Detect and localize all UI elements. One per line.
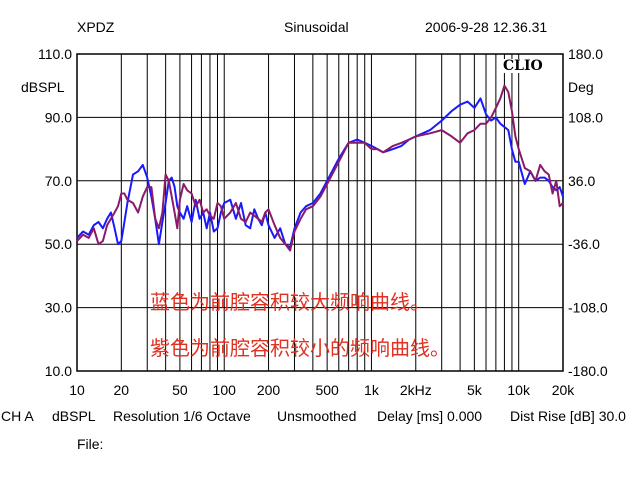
measurement-type-label: Sinusoidal [284,19,349,35]
y2-axis-unit-label: Deg [568,79,594,95]
y2-tick-label: 108.0 [568,109,603,125]
y-tick-label: 10.0 [45,363,72,379]
clio-logo: CLIO [502,58,544,74]
y2-tick-label: -108.0 [568,300,608,316]
x-tick-label: 20k [552,382,576,398]
series-line-purple [76,84,564,252]
x-tick-label: 10 [69,382,85,398]
smoothing-label: Unsmoothed [277,408,357,424]
x-tick-label: 1k [364,382,380,398]
x-tick-label: 10k [507,382,531,398]
file-label: File: [77,436,104,452]
x-tick-label: 50 [172,382,188,398]
y-tick-label: 30.0 [45,300,72,316]
series-line-blue [76,97,564,249]
y-tick-label: 90.0 [45,109,72,125]
x-tick-label: 500 [315,382,339,398]
dist-rise-label: Dist Rise [dB] 30.0 [510,408,626,424]
y2-tick-label: -36.0 [568,236,600,252]
chart-tick-labels: 10 20 50 100 200 500 1k 2kHz 5k 10k 20k 110.0 90.0 70… [38,46,608,398]
x-tick-label: 100 [213,382,237,398]
y2-tick-label: 36.0 [568,173,595,189]
annotation-blue-curve: 蓝色为前腔容积较大频响曲线。 [150,290,430,314]
x-tick-label: 2kHz [400,382,432,398]
units-label: dBSPL [52,408,96,424]
delay-label: Delay [ms] 0.000 [377,408,483,424]
y-axis-unit-label: dBSPL [21,79,65,95]
channel-label: CH A [1,408,34,424]
x-tick-label: 5k [467,382,483,398]
y-tick-label: 110.0 [38,46,72,62]
chart-curves [76,84,564,252]
annotation-purple-curve: 紫色为前腔容积较小的频响曲线。 [150,336,450,360]
plot-border [76,53,564,372]
y2-tick-label: 180.0 [568,46,603,62]
resolution-label: Resolution 1/6 Octave [113,408,251,424]
timestamp-label: 2006-9-28 12.36.31 [425,19,548,35]
y2-tick-label: -180.0 [568,363,608,379]
x-tick-label: 20 [114,382,130,398]
chart-grid [77,54,563,371]
y-tick-label: 50.0 [45,236,72,252]
x-tick-label: 200 [257,382,281,398]
y-tick-label: 70.0 [45,173,72,189]
header-left-label: XPDZ [77,19,115,35]
